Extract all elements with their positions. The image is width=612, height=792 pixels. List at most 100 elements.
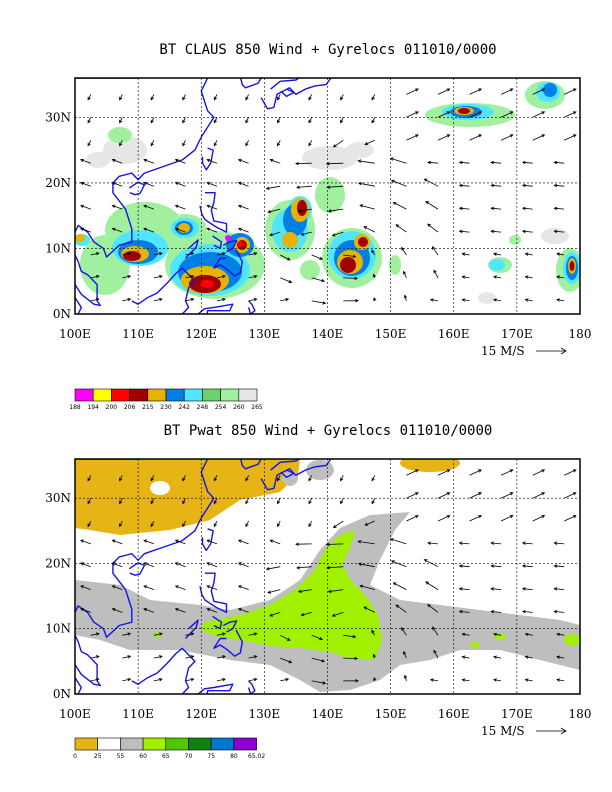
wind-arrowhead bbox=[245, 500, 249, 505]
wind-arrowhead bbox=[355, 679, 359, 683]
wind-arrow bbox=[175, 608, 186, 613]
wind-arrowhead bbox=[427, 603, 431, 608]
wind-arrow bbox=[437, 515, 450, 522]
wind-arrow bbox=[522, 565, 533, 568]
wind-arrowhead bbox=[111, 158, 116, 163]
wind-arrow bbox=[175, 539, 186, 545]
wind-arrowhead bbox=[493, 275, 497, 279]
wind-arrowhead bbox=[490, 229, 495, 234]
wind-arrow bbox=[556, 633, 565, 636]
wind-arrow bbox=[90, 678, 99, 682]
wind-arrowhead bbox=[427, 160, 432, 165]
wind-arrowhead bbox=[222, 655, 226, 659]
colorbar-swatch bbox=[142, 737, 167, 751]
wind-arrowhead bbox=[461, 655, 466, 659]
wind-arrow bbox=[493, 299, 502, 302]
wind-arrowhead bbox=[572, 111, 577, 115]
wind-arrow bbox=[182, 94, 186, 100]
wind-arrow bbox=[556, 299, 565, 302]
wind-arrow bbox=[556, 656, 565, 659]
wind-arrowhead bbox=[300, 612, 305, 617]
wind-arrow bbox=[406, 88, 419, 95]
wind-arrow bbox=[328, 208, 344, 212]
wind-arrow bbox=[364, 520, 375, 526]
wind-arrow bbox=[500, 469, 513, 476]
wind-arrow bbox=[175, 159, 186, 164]
wind-arrowhead bbox=[159, 275, 163, 279]
wind-arrowhead bbox=[277, 96, 281, 101]
wind-arrowhead bbox=[325, 542, 330, 547]
wind-arrow bbox=[112, 539, 123, 545]
wind-arrowhead bbox=[331, 233, 336, 237]
wind-arrow bbox=[119, 498, 123, 504]
wind-arrow bbox=[90, 252, 99, 256]
x-tick-label: 160E bbox=[438, 707, 470, 721]
wind-arrowhead bbox=[521, 229, 526, 234]
wind-arrowhead bbox=[237, 608, 242, 612]
x-tick-label: 110E bbox=[122, 707, 154, 721]
wind-arrow bbox=[404, 295, 407, 302]
wind-arrow bbox=[358, 182, 375, 187]
wind-arrowhead bbox=[127, 655, 132, 659]
wind-arrowhead bbox=[245, 96, 249, 101]
wind-arrow bbox=[406, 111, 419, 118]
y-tick-label: 20N bbox=[45, 556, 71, 570]
wind-arrow bbox=[427, 604, 439, 613]
x-tick-label: 120E bbox=[185, 327, 217, 341]
wind-arrowhead bbox=[80, 539, 84, 543]
claus-shading bbox=[75, 81, 580, 304]
wind-arrow bbox=[491, 588, 502, 590]
wind-arrow bbox=[80, 182, 91, 187]
x-tick-label: 140E bbox=[312, 327, 344, 341]
wind-arrowhead bbox=[111, 204, 116, 208]
panel2-y-ticks: 0N 10N 20N 30N bbox=[45, 491, 71, 701]
wind-arrowhead bbox=[158, 632, 163, 636]
wind-arrow bbox=[404, 675, 407, 682]
wind-arrowhead bbox=[150, 523, 154, 528]
wind-arrowhead bbox=[357, 540, 362, 544]
wind-arrowhead bbox=[213, 477, 217, 482]
wind-arrowhead bbox=[490, 183, 495, 188]
wind-arrowhead bbox=[327, 589, 332, 593]
wind-arrow bbox=[491, 565, 502, 568]
wind-arrow bbox=[143, 608, 155, 613]
panel1-gridlines bbox=[75, 78, 580, 314]
x-tick-label: 140E bbox=[312, 707, 344, 721]
wind-arrowhead bbox=[352, 254, 357, 258]
wind-arrow bbox=[112, 585, 123, 590]
wind-arrow bbox=[277, 94, 281, 100]
wind-arrowhead bbox=[80, 562, 84, 566]
colorbar-swatch bbox=[147, 388, 167, 402]
wind-arrow bbox=[406, 469, 419, 476]
wind-arrow bbox=[80, 585, 91, 590]
coastline bbox=[247, 300, 256, 314]
wind-arrowhead bbox=[150, 96, 154, 101]
wind-arrowhead bbox=[401, 627, 405, 631]
wind-arrowhead bbox=[288, 279, 293, 284]
wind-arrow bbox=[266, 185, 281, 190]
wind-arrow bbox=[437, 88, 450, 95]
wind-arrow bbox=[554, 565, 565, 568]
wind-arrowhead bbox=[572, 515, 577, 519]
wind-arrow bbox=[206, 608, 218, 613]
wind-arrowhead bbox=[286, 637, 291, 641]
wind-arrowhead bbox=[206, 585, 211, 589]
colorbar-swatch bbox=[165, 388, 185, 402]
wind-arrowhead bbox=[556, 655, 561, 659]
wind-arrowhead bbox=[277, 523, 281, 528]
wind-arrow bbox=[469, 515, 482, 522]
wind-arrowhead bbox=[277, 142, 281, 147]
wind-arrowhead bbox=[556, 632, 561, 637]
wind-arrow bbox=[340, 94, 344, 100]
y-tick-label: 0N bbox=[53, 687, 71, 701]
wind-arrow bbox=[153, 633, 163, 636]
wind-arrowhead bbox=[190, 632, 195, 636]
wind-arrowhead bbox=[111, 608, 116, 612]
wind-arrow bbox=[525, 656, 533, 659]
wind-arrow bbox=[277, 520, 281, 527]
wind-arrow bbox=[462, 299, 470, 302]
wind-arrow bbox=[216, 252, 226, 256]
wind-arrow bbox=[462, 633, 470, 636]
wind-arrowhead bbox=[357, 182, 362, 186]
wind-arrow bbox=[248, 252, 257, 256]
